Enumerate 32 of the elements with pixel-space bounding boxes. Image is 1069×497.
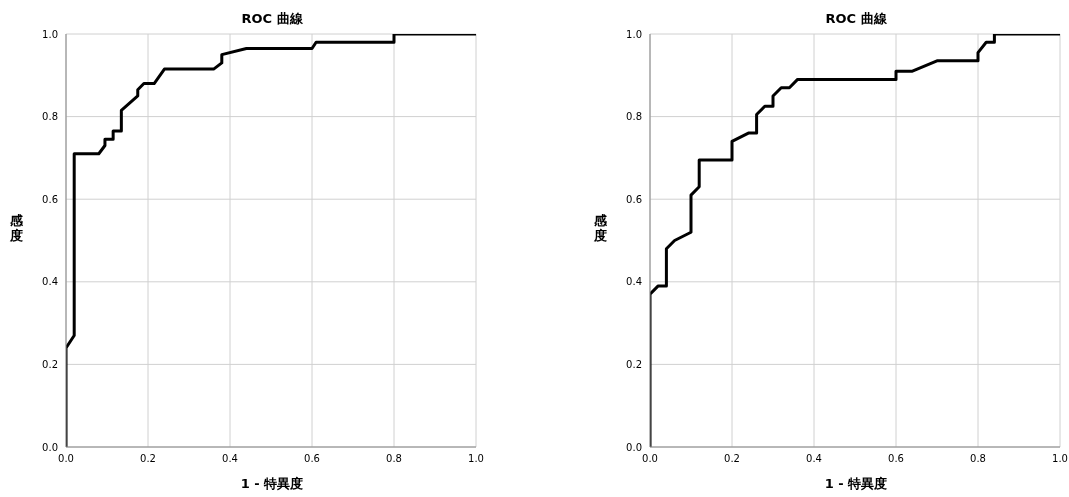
x-axis-title: 1 - 特異度 <box>239 475 305 493</box>
y-tick-label: 1.0 <box>42 28 58 40</box>
x-tick-label: 0.6 <box>888 453 904 465</box>
chart-title: ROC 曲線 <box>240 10 304 28</box>
y-tick-label: 0.0 <box>626 441 642 453</box>
x-tick-label: 0.2 <box>724 453 740 465</box>
y-tick-label: 0.8 <box>626 111 642 123</box>
x-tick-label: 1.0 <box>468 453 484 465</box>
x-tick-label: 0.0 <box>58 453 74 465</box>
y-axis-title: 感度 <box>592 213 608 243</box>
x-tick-label: 0.8 <box>970 453 986 465</box>
y-tick-label: 0.2 <box>626 358 642 370</box>
y-axis-title: 感度 <box>8 213 24 243</box>
y-tick-label: 0.4 <box>42 276 58 288</box>
line-series <box>650 34 1060 447</box>
y-tick-label: 0.6 <box>42 193 58 205</box>
x-axis-title: 1 - 特異度 <box>823 475 889 493</box>
line-series <box>66 34 476 447</box>
x-tick-label: 0.4 <box>222 453 238 465</box>
chart-title: ROC 曲線 <box>824 10 888 28</box>
y-tick-label: 1.0 <box>626 28 642 40</box>
y-tick-label: 0.0 <box>42 441 58 453</box>
y-tick-label: 0.2 <box>42 358 58 370</box>
y-tick-label: 0.4 <box>626 276 642 288</box>
x-tick-label: 0.0 <box>642 453 658 465</box>
x-tick-label: 0.2 <box>140 453 156 465</box>
y-tick-label: 0.8 <box>42 111 58 123</box>
x-tick-label: 0.6 <box>304 453 320 465</box>
y-tick-label: 0.6 <box>626 193 642 205</box>
x-tick-label: 0.8 <box>386 453 402 465</box>
x-tick-label: 1.0 <box>1052 453 1068 465</box>
x-tick-label: 0.4 <box>806 453 822 465</box>
